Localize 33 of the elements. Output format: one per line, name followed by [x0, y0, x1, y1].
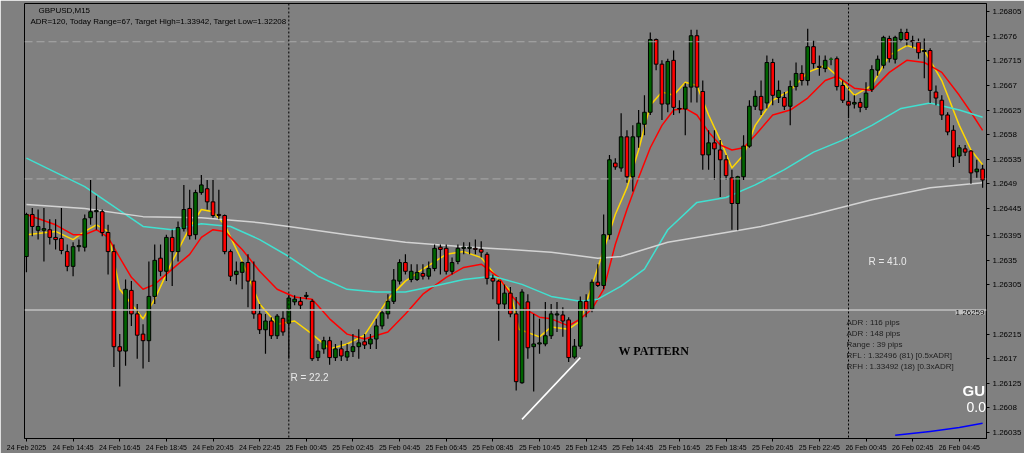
annotation: RFL : 1.32496 (81) [0.5xADR] [846, 350, 953, 360]
y-tick-label: 1.26125 [992, 378, 1022, 388]
annotation: Range : 39 pips [846, 339, 903, 349]
y-tick-label: 1.2608 [992, 403, 1018, 413]
ref-line-label: 1.26259 [955, 308, 986, 318]
y-tick-label: 1.26535 [992, 154, 1022, 164]
text: ADR=120, Today Range=67, Target High=1.33942, Target Low=1.32208 [30, 16, 287, 26]
annotation: GU [962, 381, 985, 399]
annotation: ADR : 148 pips [846, 328, 901, 338]
y-tick-label: 1.2649 [992, 179, 1018, 189]
line-series [894, 422, 984, 436]
annotation: RFH : 1.33492 (18) [0.3xADR] [846, 361, 954, 371]
annotation: 0.0 [966, 398, 987, 415]
annotation: W PATTERN [618, 343, 690, 358]
y-tick-label: 1.26035 [992, 427, 1022, 437]
y-tick-label: 1.26715 [992, 56, 1022, 66]
y-tick-label: 1.2617 [992, 354, 1018, 364]
annotation: R = 22.2 [290, 371, 330, 383]
y-tick-label: 1.26445 [992, 203, 1022, 213]
candlestick [933, 84, 939, 106]
y-tick-label: 1.2676 [992, 31, 1018, 41]
y-tick-label: 1.2667 [992, 80, 1018, 90]
line-series [25, 102, 984, 303]
y-tick-label: 1.26805 [992, 7, 1022, 17]
y-tick-label: 1.26215 [992, 329, 1022, 339]
annotation: R = 41.0 [868, 255, 908, 267]
chart-title: GBPUSD,M15 [38, 5, 91, 15]
y-tick-label: 1.26305 [992, 280, 1022, 290]
y-tick-label: 1.2658 [992, 130, 1018, 140]
y-tick-label: 1.26395 [992, 231, 1022, 241]
y-tick-label: 1.26625 [992, 105, 1022, 115]
annotation: ADR : 116 pips [846, 317, 900, 327]
y-tick-label: 1.2635 [992, 255, 1018, 265]
